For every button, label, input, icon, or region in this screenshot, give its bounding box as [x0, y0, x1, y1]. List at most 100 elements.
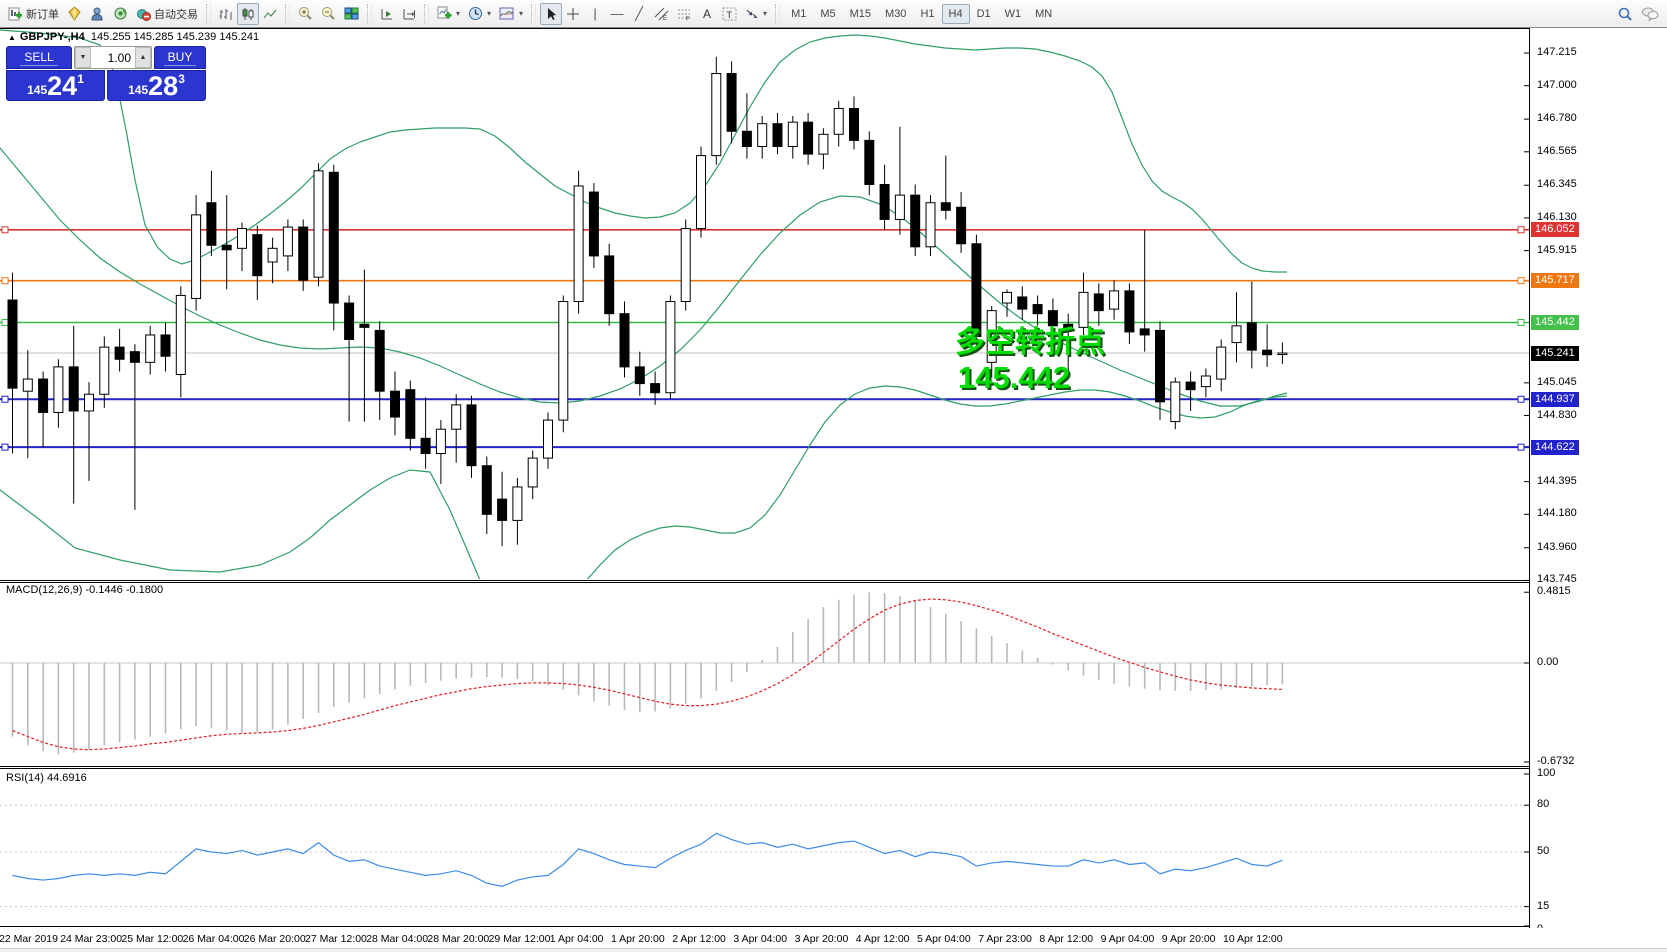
timeframe-button-M30[interactable]: M30	[885, 7, 907, 20]
sell-price-button[interactable]: 145 24 1	[6, 70, 105, 101]
signals-button[interactable]	[109, 3, 132, 25]
sell-button[interactable]: SELL	[6, 46, 72, 69]
candle-body	[680, 228, 691, 303]
template-button[interactable]: ▾	[495, 3, 527, 25]
hline-endpoint-marker[interactable]	[1517, 395, 1525, 403]
hline-endpoint-marker[interactable]	[1, 318, 9, 326]
price-badge-144.622: 144.622	[1531, 439, 1579, 455]
candle-body	[7, 299, 18, 389]
trendline-tool-button[interactable]: ╱	[628, 3, 650, 25]
timeframe-button-M1[interactable]: M1	[791, 7, 807, 20]
hline-endpoint-marker[interactable]	[1, 226, 9, 234]
hline-tool-button[interactable]: —	[606, 3, 628, 25]
price-tick-146.565: 146.565	[1537, 144, 1577, 157]
symbol-period: GBPJPY-,H4	[19, 31, 85, 43]
candle-body	[940, 202, 951, 211]
line-chart-button[interactable]	[259, 3, 281, 25]
hline-endpoint-marker[interactable]	[1, 277, 9, 285]
text-tool-button[interactable]: A	[696, 3, 718, 25]
macd-signal-line	[12, 598, 1283, 751]
timeframe-button-D1[interactable]: D1	[976, 7, 991, 20]
candle-body	[481, 465, 492, 515]
candle-body	[879, 183, 890, 220]
candle-body	[925, 202, 936, 248]
fibonacci-tool-button[interactable]: F	[673, 3, 696, 25]
template-caret: ▾	[519, 9, 524, 18]
candle-body	[1216, 346, 1227, 380]
buy-price-pip: 3	[178, 72, 185, 86]
volume-decrease-button[interactable]: ▼	[75, 47, 91, 68]
autotrading-button[interactable]: 自动交易	[132, 3, 202, 25]
gem-button[interactable]	[63, 3, 86, 25]
community-button[interactable]	[86, 3, 109, 25]
period-button[interactable]: ▾	[464, 3, 495, 25]
crosshair-icon	[567, 7, 580, 20]
timeframe-button-W1[interactable]: W1	[1004, 7, 1022, 20]
arrows-caret: ▾	[763, 9, 768, 18]
timeframe-button-H4[interactable]: H4	[941, 3, 970, 24]
channel-tool-button[interactable]: E	[650, 3, 673, 25]
candle-body	[1017, 296, 1028, 310]
sell-price-prefix: 145	[27, 83, 48, 97]
channel-icon: E	[654, 7, 669, 21]
hline-icon: —	[610, 6, 624, 21]
arrows-tool-button[interactable]: ▾	[741, 3, 771, 25]
crosshair-tool-button[interactable]	[562, 3, 584, 25]
time-label: 4 Apr 12:00	[855, 933, 910, 945]
hline-endpoint-marker[interactable]	[1, 443, 9, 451]
candle-body	[1277, 352, 1288, 356]
timeframe-button-MN[interactable]: MN	[1035, 7, 1053, 20]
hline-endpoint-marker[interactable]	[1, 395, 9, 403]
candle-body	[374, 329, 385, 392]
candle-body	[543, 419, 553, 459]
candle-body	[1063, 323, 1074, 330]
bollinger-middle-band	[0, 147, 1288, 407]
volume-increase-button[interactable]: ▲	[135, 47, 151, 68]
timeframe-button-H1[interactable]: H1	[920, 7, 935, 20]
time-axis[interactable]: 22 Mar 2019 24 Mar 23:00 25 Mar 12:00 26 Ma…	[0, 928, 1667, 948]
tile-windows-button[interactable]	[340, 3, 363, 25]
candle-body	[344, 302, 355, 341]
candle-body	[1002, 291, 1012, 304]
candle-body	[1246, 322, 1257, 351]
auto-scroll-button[interactable]	[376, 3, 398, 25]
bar-chart-button[interactable]	[215, 3, 237, 25]
hline-endpoint-marker[interactable]	[1517, 226, 1525, 234]
candle-body	[634, 366, 645, 385]
price-axis[interactable]: 147.215 147.000 146.780 146.565 146.345 146.1…	[1530, 28, 1667, 948]
hline-endpoint-marker[interactable]	[1517, 277, 1525, 285]
zoom-in-button[interactable]	[294, 3, 317, 25]
chart-shift-button[interactable]	[398, 3, 420, 25]
new-order-label: 新订单	[26, 8, 59, 21]
candlestick-chart-button[interactable]	[237, 2, 259, 25]
time-label: 29 Mar 12:00	[488, 933, 551, 945]
bar-chart-icon	[219, 8, 232, 20]
price-tick-147.000: 147.000	[1537, 78, 1577, 91]
timeframe-button-M5[interactable]: M5	[820, 7, 836, 20]
new-order-button[interactable]: 新订单	[4, 3, 63, 25]
candle-body	[696, 155, 706, 230]
add-indicator-button[interactable]: ▾	[433, 3, 464, 25]
volume-input[interactable]	[91, 47, 135, 68]
time-label: 22 Mar 2019	[0, 933, 58, 945]
candle-body	[99, 346, 110, 395]
vline-tool-button[interactable]: |	[584, 3, 606, 25]
buy-price-button[interactable]: 145 28 3	[107, 70, 206, 101]
rsi-tick-100: 100	[1537, 767, 1556, 779]
hline-endpoint-marker[interactable]	[1517, 443, 1525, 451]
hline-endpoint-marker[interactable]	[1517, 318, 1525, 326]
chat-button[interactable]	[1637, 3, 1663, 25]
sell-price-main: 24	[47, 71, 78, 101]
buy-button[interactable]: BUY	[154, 46, 206, 69]
chart-window[interactable]: 多空转折点 145.442 多空转折点 145.442 ▲ GBPJPY-,H4 145…	[0, 28, 1667, 952]
search-button[interactable]	[1613, 3, 1637, 25]
candle-body	[787, 121, 798, 147]
buy-price-prefix: 145	[128, 83, 149, 97]
timeframe-button-M15[interactable]: M15	[849, 7, 872, 20]
cursor-tool-button[interactable]	[540, 2, 563, 25]
label-tool-button[interactable]: T	[718, 3, 741, 25]
candle-body	[298, 226, 309, 281]
time-label: 26 Mar 04:00	[182, 933, 245, 945]
zoom-out-button[interactable]	[317, 3, 340, 25]
